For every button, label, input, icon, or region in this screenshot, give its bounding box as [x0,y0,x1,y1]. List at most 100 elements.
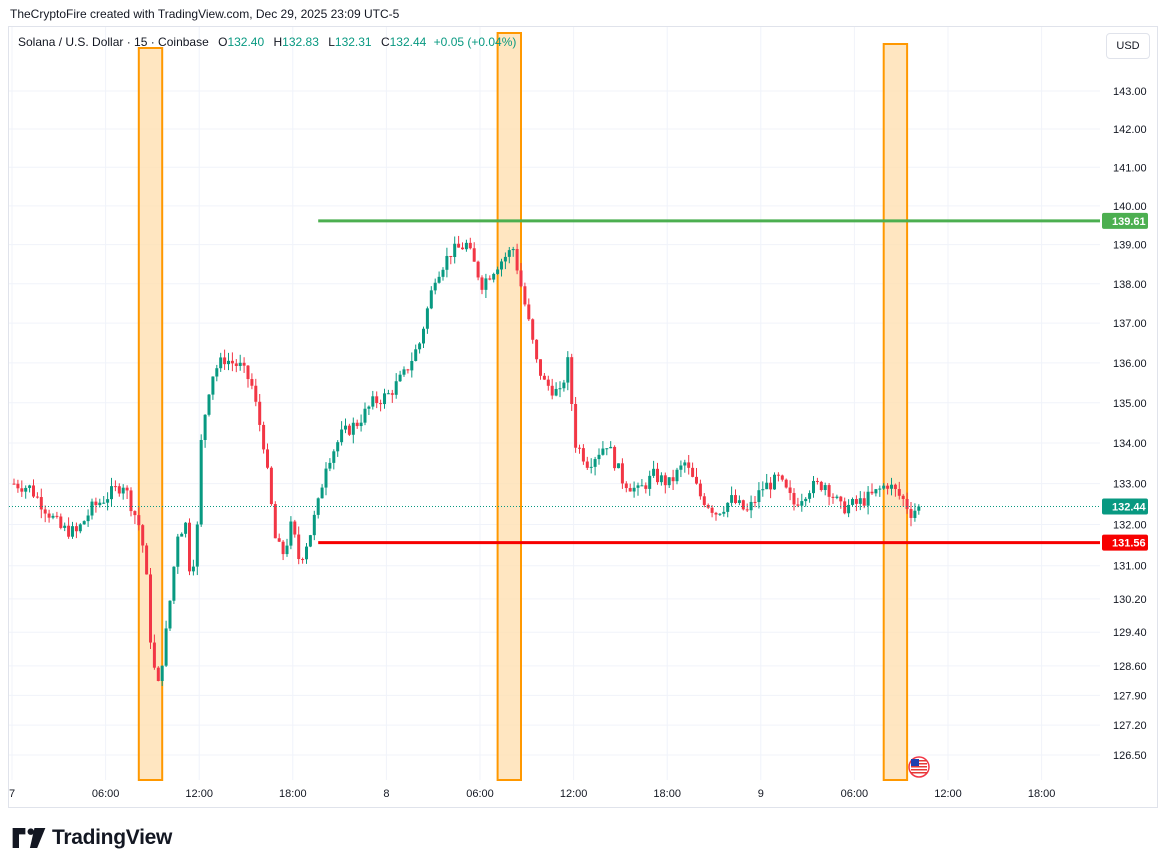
candle-body [507,250,511,257]
highlight-zone [882,43,909,781]
candle-body [254,385,258,402]
support-tag [1102,534,1148,551]
candle-body [886,485,890,489]
candle-body [457,243,461,248]
time-tick-label: 18:00 [1028,788,1056,800]
candle-body [297,534,301,560]
symbol-legend: Solana / U.S. Dollar · 15 · Coinbase O13… [18,35,516,49]
candle-body [106,499,110,503]
price-tick-label: 143.00 [1113,86,1147,98]
candle-body [519,270,523,287]
flag-stripe [911,769,927,771]
candle-body [652,468,656,476]
highlight-zones [137,32,909,781]
candle-body [227,360,230,365]
candle-body [355,422,359,427]
candle-body [574,403,578,448]
candle-body [796,504,800,506]
candle-body [273,504,277,539]
candle-body [125,487,129,491]
candle-body [215,368,219,377]
candle-body [367,406,371,409]
candle-body [63,525,67,528]
candle-body [188,522,191,572]
candle-body [605,448,609,450]
candle-body [464,242,468,250]
candle-body [636,485,640,488]
close-label: C [380,35,390,49]
candle-body [359,422,363,427]
candle-body [765,482,769,490]
candle-body [371,396,375,407]
price-tick-label: 138.00 [1113,279,1147,291]
candle-body [851,499,854,505]
candle-body [184,522,188,534]
candle-body [398,374,402,382]
candle-body [219,357,223,369]
candle-body [527,304,531,320]
candle-body [55,515,59,517]
candle-body [671,477,675,482]
candle-body [511,249,515,251]
candle-body [745,509,749,511]
time-tick-label: 12:00 [934,788,962,800]
candle-body [250,379,254,386]
candle-body [258,401,262,425]
candle-body [203,414,207,440]
candle-body [164,628,168,666]
candle-body [710,507,714,513]
candle-body [20,488,24,492]
candle-body [702,496,706,505]
candle-body [242,362,246,366]
time-tick-label: 12:00 [185,788,213,800]
candle-body [558,388,562,390]
time-tick-label: 06:00 [466,788,494,800]
candle-body [429,290,433,309]
candle-body [659,475,663,483]
candle-body [234,363,238,366]
candle-body [585,461,589,468]
resistance-tag [1102,212,1148,229]
currency-button[interactable]: USD [1106,33,1150,59]
candle-body [199,439,203,525]
candle-body [453,243,457,257]
candle-body [776,474,780,476]
flag-stripe [911,766,927,768]
candle-body [640,485,644,487]
candle-body [433,282,437,291]
open-value: 132.40 [227,35,265,49]
candle-body [679,465,683,470]
candle-body [523,286,527,305]
candle-body [375,396,379,404]
candle-body [617,463,620,469]
price-tick-label: 139.00 [1113,240,1147,252]
candle-body [191,566,195,572]
candle-body [406,369,410,371]
flag-canton [911,759,919,766]
candle-body [874,489,878,494]
candle-body [784,479,788,488]
candle-body [102,502,106,504]
candle-body [539,359,542,376]
candle-body [281,541,285,555]
candle-body [691,467,695,477]
candle-body [854,499,858,504]
candle-body [761,489,765,491]
candle-body [152,642,156,668]
price-tick-label: 134.00 [1113,438,1147,450]
candle-body [819,481,823,491]
tradingview-logo[interactable]: TradingView [12,826,172,850]
candle-body [141,525,145,546]
candle-body [71,526,74,537]
candle-body [344,425,347,430]
candle-body [308,535,312,547]
candle-body [39,497,43,510]
candle-body [808,493,812,499]
candle-body [312,514,316,536]
time-tick-label: 8 [383,788,389,800]
high-label: H [273,35,283,49]
change-value: +0.05 (+0.04%) [433,35,517,49]
chart-attribution: TheCryptoFire created with TradingView.c… [10,7,400,21]
tradingview-wordmark: TradingView [52,826,173,849]
